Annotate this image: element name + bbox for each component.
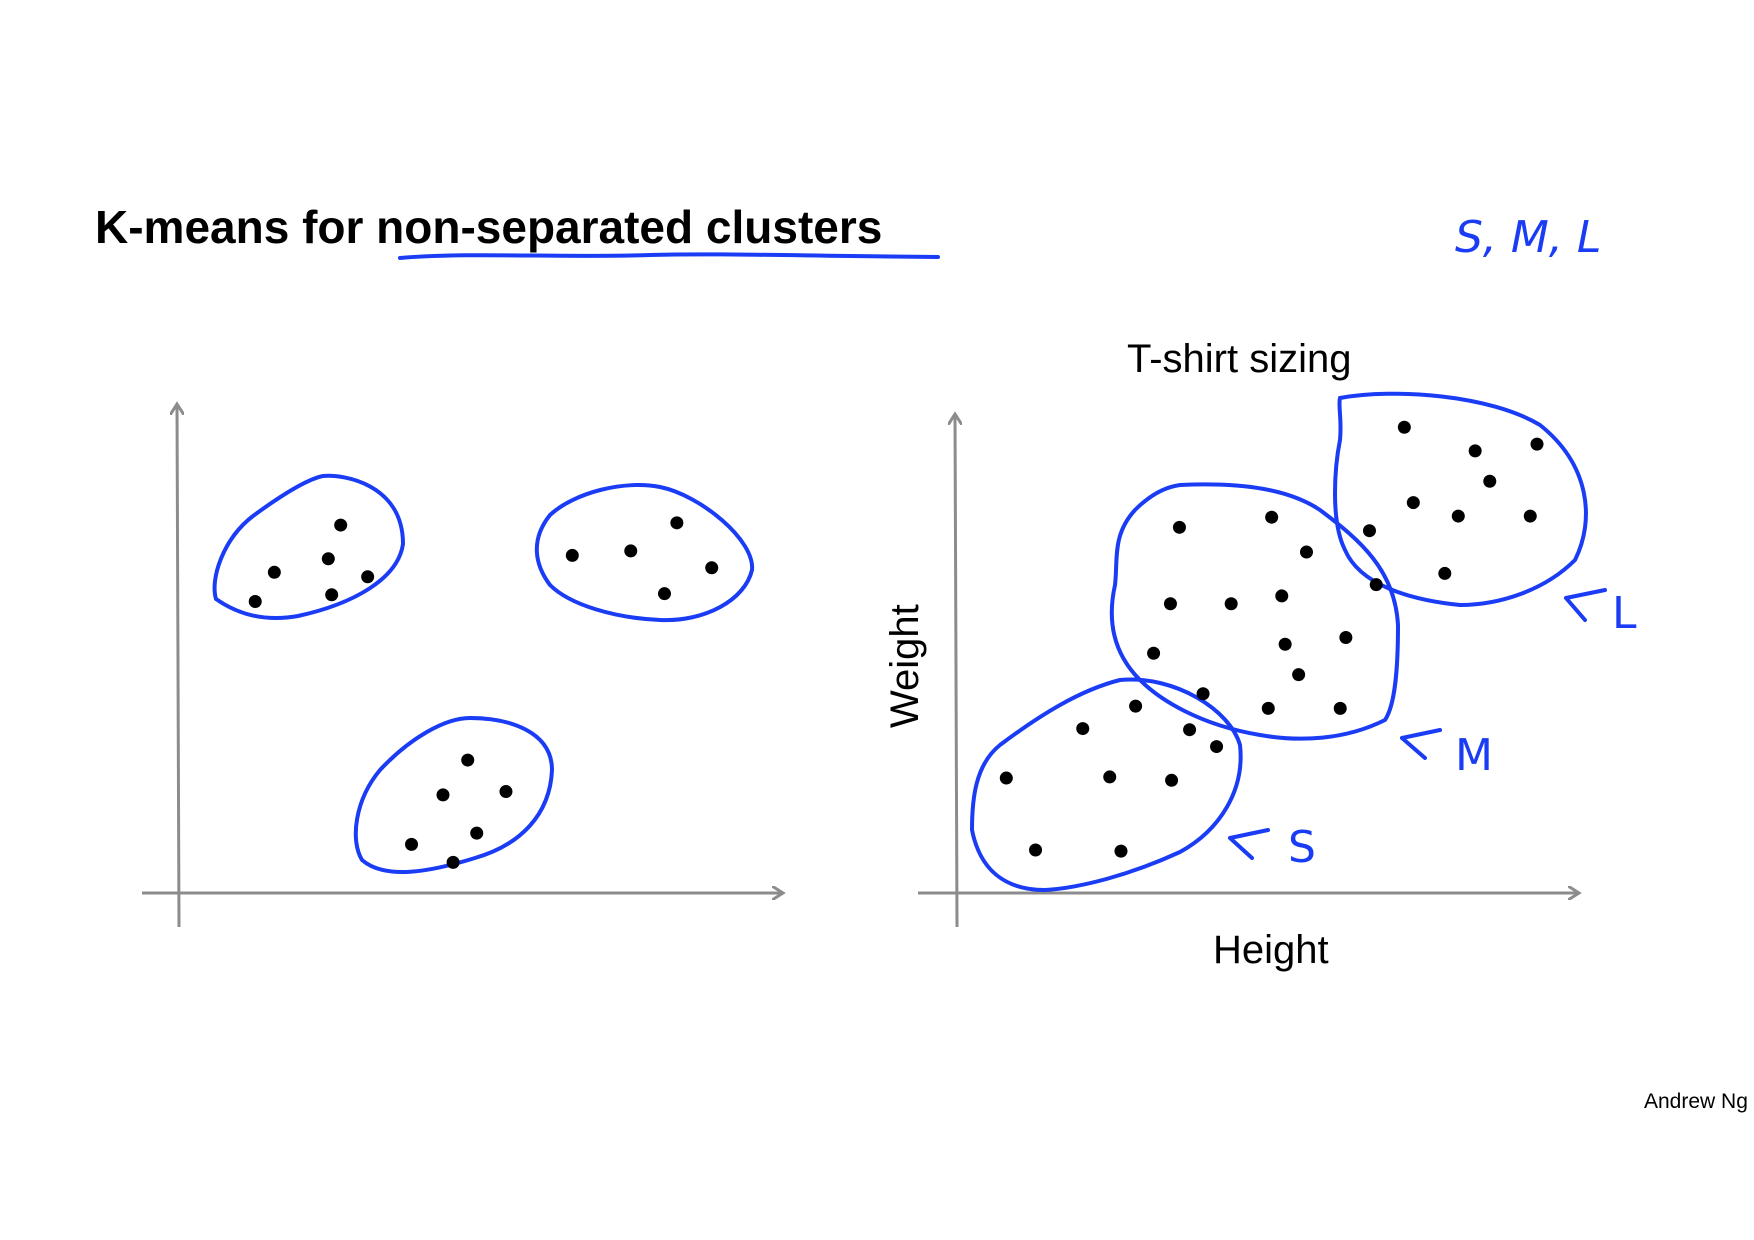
right-point [1103, 770, 1117, 784]
right-point [1114, 844, 1128, 858]
right-point [1406, 496, 1420, 510]
right-point [1183, 723, 1197, 737]
right-point [1265, 510, 1279, 524]
left-point [436, 788, 450, 802]
right-point [1451, 509, 1465, 523]
right-point [1300, 545, 1314, 559]
left-point [267, 565, 281, 579]
right-point [1147, 646, 1161, 660]
right-point [1397, 420, 1411, 434]
right-point [1292, 668, 1306, 682]
right-cluster-outline-l [1333, 391, 1588, 608]
left-point [248, 595, 262, 609]
label-l-annotation: L [1564, 588, 1637, 639]
left-cluster-outline-2 [534, 483, 755, 623]
right-point [1029, 843, 1043, 857]
right-point [1339, 631, 1353, 645]
left-point [499, 785, 513, 799]
right-point [1261, 701, 1275, 715]
label-m-text: M [1455, 730, 1493, 781]
left-y-axis [177, 405, 179, 928]
left-point [705, 561, 719, 575]
left-panel [142, 405, 782, 928]
left-point [325, 588, 339, 602]
left-point [670, 516, 684, 530]
right-y-axis [955, 415, 957, 928]
right-point [1210, 740, 1224, 754]
right-cluster-outline-s [969, 677, 1243, 893]
left-point [334, 518, 348, 532]
right-point [1530, 437, 1544, 451]
right-point [1523, 509, 1537, 523]
left-cluster-outline-1 [212, 473, 406, 620]
right-y-axis-label: Weight [883, 604, 927, 728]
left-point [657, 587, 671, 601]
label-s-annotation: S [1228, 822, 1316, 873]
right-cluster-outline-m [1109, 482, 1401, 741]
label-m-arrow [1400, 728, 1442, 760]
left-point [470, 826, 484, 840]
right-point [1278, 637, 1292, 651]
right-panel: T-shirt sizing Height Weight L M S [883, 337, 1637, 972]
right-point [1333, 701, 1347, 715]
corner-note: S, M, L [1455, 212, 1601, 263]
right-point [1362, 524, 1376, 538]
right-point [1196, 687, 1210, 701]
left-point [565, 548, 579, 562]
title-prefix: K-means for [95, 201, 377, 253]
right-point [1483, 474, 1497, 488]
right-point [999, 771, 1013, 785]
right-point [1172, 520, 1186, 534]
left-points [248, 516, 719, 869]
right-point [1369, 578, 1383, 592]
right-x-axis-label: Height [1213, 928, 1329, 972]
slide-title: K-means for non-separated clusters [95, 200, 882, 254]
right-chart-title: T-shirt sizing [1127, 337, 1352, 381]
left-point [461, 753, 475, 767]
label-s-arrow [1228, 828, 1270, 860]
right-point [1438, 566, 1452, 580]
right-point [1275, 589, 1289, 603]
left-point [624, 544, 638, 558]
title-emphasis: non-separated clusters [376, 201, 883, 253]
label-l-arrow [1564, 588, 1607, 622]
label-m-annotation: M [1400, 728, 1493, 781]
left-point [361, 570, 375, 584]
right-point [1165, 773, 1179, 787]
left-point [405, 837, 419, 851]
right-point [1163, 597, 1177, 611]
left-point [446, 855, 460, 869]
right-point [1076, 722, 1090, 736]
label-l-text: L [1612, 588, 1637, 639]
left-point [321, 552, 335, 566]
right-point [1468, 444, 1482, 458]
author-credit: Andrew Ng [1644, 1090, 1748, 1113]
label-s-text: S [1288, 822, 1316, 873]
left-cluster-outline-3 [353, 715, 555, 875]
title-underline [398, 252, 940, 260]
right-point [1224, 597, 1238, 611]
right-point [1129, 699, 1143, 713]
right-points [999, 420, 1544, 858]
